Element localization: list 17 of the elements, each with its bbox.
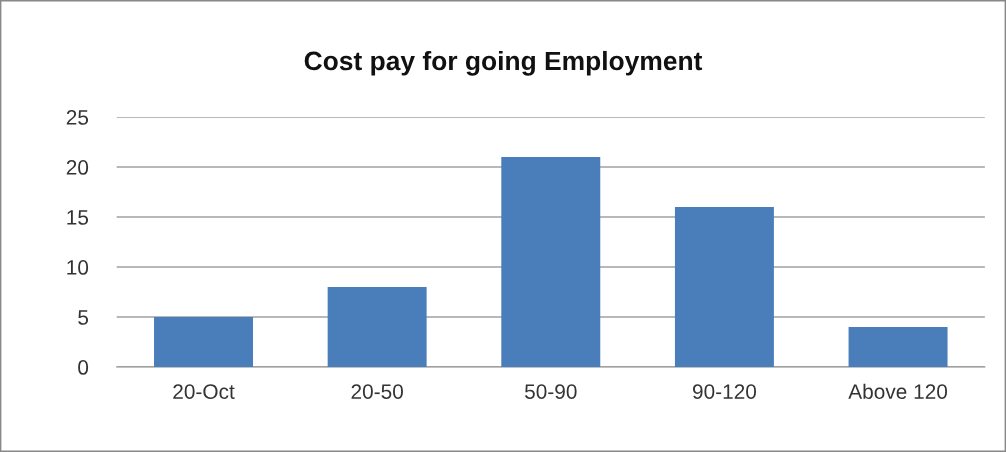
bar: [848, 327, 948, 368]
x-tick-label: Above 120: [848, 383, 948, 399]
y-tick-label: 10: [67, 260, 89, 275]
y-tick-label: 5: [78, 310, 89, 325]
y-tick-label: 25: [66, 110, 89, 125]
y-tick-label: 0: [78, 360, 89, 375]
bar: [501, 157, 601, 368]
y-tick-label: 15: [67, 210, 89, 225]
x-tick-label: 90-120: [692, 384, 757, 399]
x-tick-label: 20-Oct: [173, 384, 235, 399]
bar: [327, 287, 427, 368]
x-tick-label: 50-90: [524, 384, 577, 399]
chart-title: Cost pay for going Employment: [304, 50, 703, 76]
y-tick-label: 20: [66, 160, 89, 175]
x-tick-label: 20-50: [351, 384, 403, 399]
bar: [674, 207, 774, 368]
bar: [154, 317, 253, 368]
